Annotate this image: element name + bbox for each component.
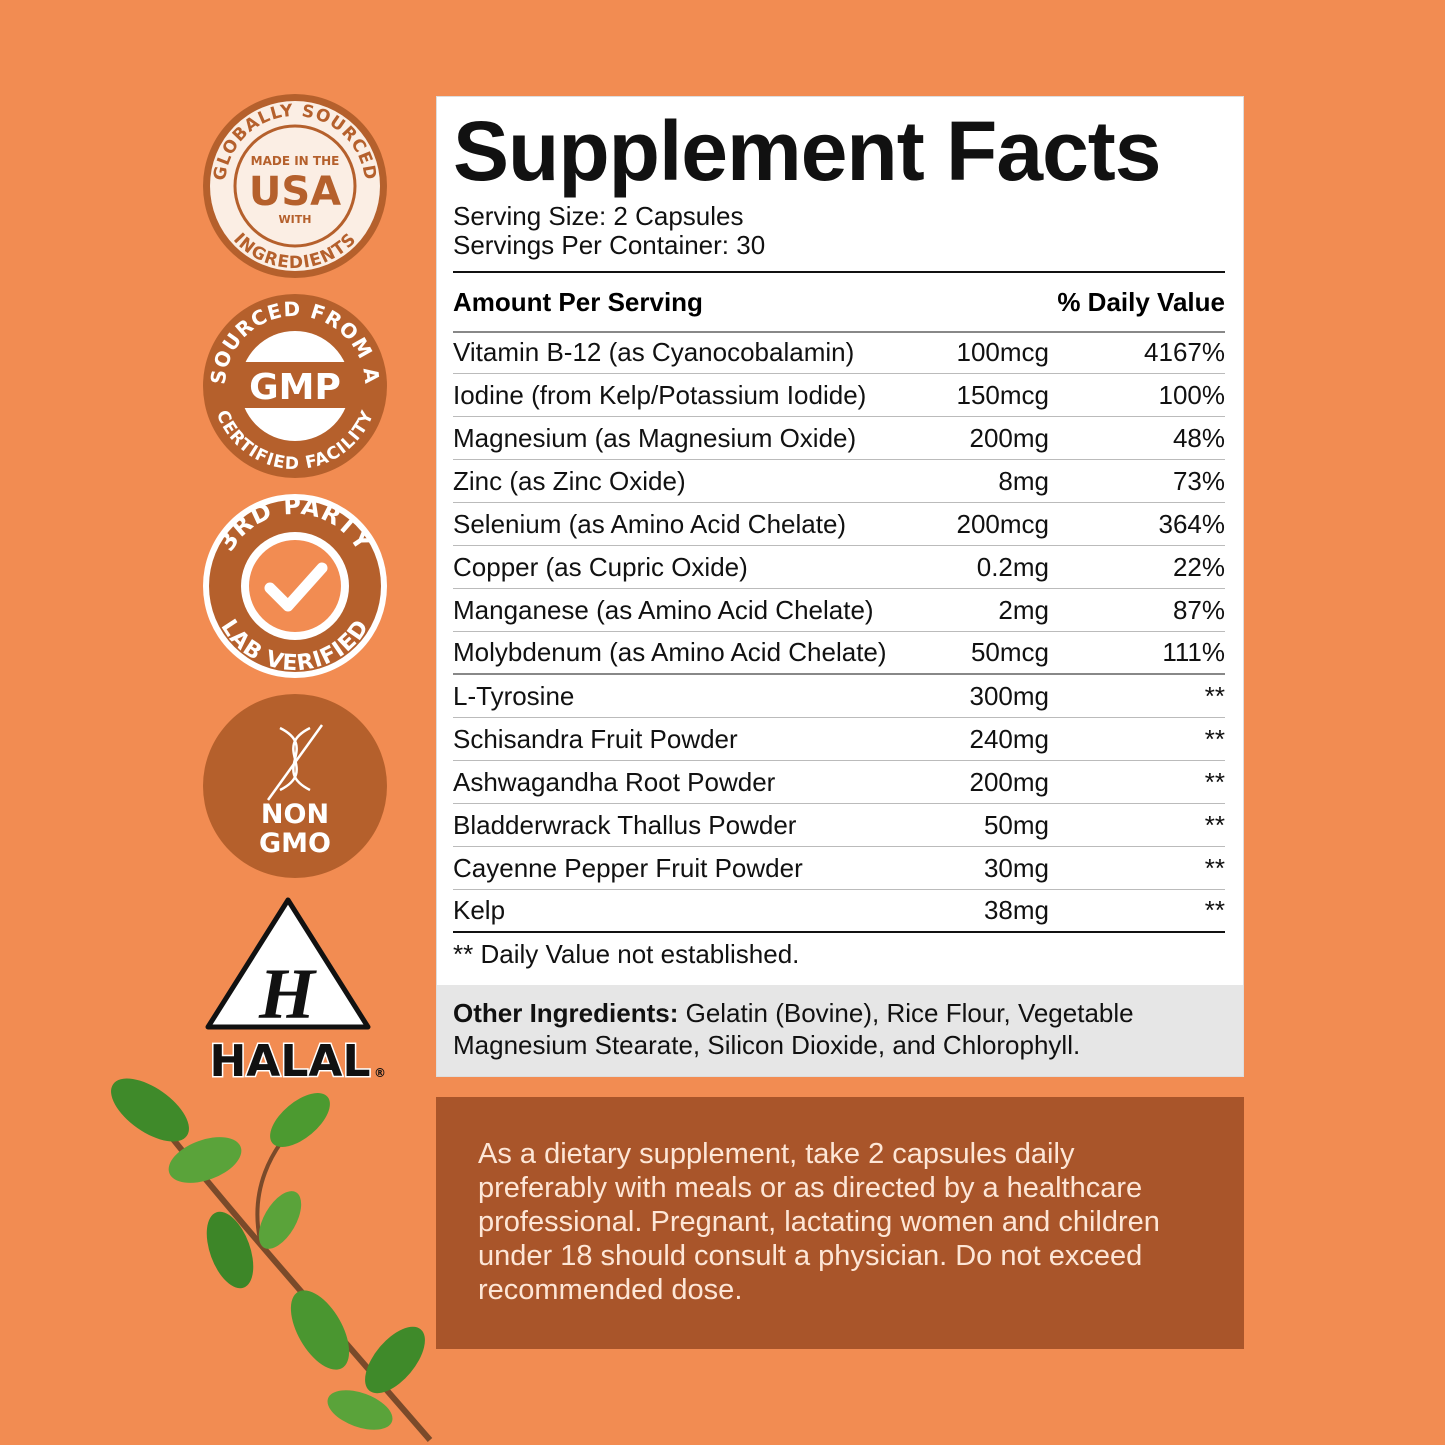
amount: 200mg	[969, 422, 1050, 453]
gmp-badge: SOURCED FROM A CERTIFIED FACILITY GMP	[203, 294, 387, 478]
amount: 240mg	[969, 723, 1050, 754]
directions: As a dietary supplement, take 2 capsules…	[436, 1097, 1244, 1349]
facts-row: Bladderwrack Thallus Powder 50mg **	[453, 804, 1225, 847]
amount: 38mg	[983, 895, 1049, 925]
facts-rows: Vitamin B-12 (as Cyanocobalamin) 100mcg 41…	[453, 331, 1225, 933]
daily-value: 87%	[1172, 594, 1225, 625]
badge-text: H	[258, 954, 317, 1034]
serving-size: Serving Size: 2 Capsules	[453, 201, 744, 231]
nutrient-name: Kelp	[453, 895, 506, 925]
amount: 8mg	[998, 465, 1049, 496]
facts-row: Kelp 38mg **	[453, 890, 1225, 933]
amount-header: Amount Per Serving	[453, 286, 703, 317]
facts-row: Magnesium (as Magnesium Oxide) 200mg 48%	[453, 417, 1225, 460]
amount: 0.2mg	[976, 551, 1049, 582]
amount: 100mcg	[956, 336, 1050, 367]
nutrient-name: Iodine (from Kelp/Potassium Iodide)	[453, 379, 867, 410]
other-ingredients: Other Ingredients: Gelatin (Bovine), Ric…	[437, 985, 1243, 1076]
other-text: Gelatin (Bovine), Rice Flour, Vegetable …	[453, 998, 1134, 1060]
badge-text: MADE IN THE	[251, 154, 340, 168]
amount: 50mcg	[970, 637, 1049, 667]
nutrient-name: Zinc (as Zinc Oxide)	[453, 465, 686, 496]
badge-text: GMO	[259, 828, 331, 859]
other-label: Other Ingredients:	[453, 998, 679, 1028]
facts-row: L-Tyrosine 300mg **	[453, 675, 1225, 718]
nutrient-name: Ashwagandha Root Powder	[453, 766, 776, 797]
daily-value: 364%	[1158, 508, 1226, 539]
daily-value: 48%	[1172, 422, 1225, 453]
nutrient-name: Vitamin B-12 (as Cyanocobalamin)	[453, 336, 855, 367]
nutrient-name: Manganese (as Amino Acid Chelate)	[453, 594, 874, 625]
amount: 2mg	[998, 594, 1049, 625]
badge-text: WITH	[279, 213, 312, 226]
facts-row: Selenium (as Amino Acid Chelate) 200mcg 36…	[453, 503, 1225, 546]
halal-badge: H HALAL ®	[205, 897, 386, 1089]
badge-text: NON	[261, 799, 329, 830]
daily-value: **	[1204, 809, 1225, 840]
facts-row: Cayenne Pepper Fruit Powder 30mg **	[453, 847, 1225, 890]
usa-badge: GLOBALLY SOURCED INGREDIENTS MADE IN THE…	[203, 94, 387, 278]
daily-value: 100%	[1158, 379, 1226, 410]
daily-value: 22%	[1172, 551, 1225, 582]
facts-row: Molybdenum (as Amino Acid Chelate) 50mcg 1…	[453, 632, 1225, 675]
daily-value: 73%	[1172, 465, 1225, 496]
facts-row: Zinc (as Zinc Oxide) 8mg 73%	[453, 460, 1225, 503]
nutrient-name: Copper (as Cupric Oxide)	[453, 551, 748, 582]
nutrient-name: Schisandra Fruit Powder	[453, 723, 738, 754]
daily-value: **	[1204, 680, 1225, 711]
amount: 300mg	[969, 680, 1050, 711]
amount: 30mg	[983, 852, 1049, 883]
daily-value: 4167%	[1144, 336, 1225, 367]
facts-row: Manganese (as Amino Acid Chelate) 2mg 87%	[453, 589, 1225, 632]
leaf-branch	[111, 1078, 433, 1442]
facts-row: Schisandra Fruit Powder 240mg **	[453, 718, 1225, 761]
facts-header: Amount Per Serving % Daily Value	[453, 271, 1225, 333]
amount: 200mcg	[956, 508, 1050, 539]
daily-value: **	[1204, 723, 1225, 754]
facts-row: Ashwagandha Root Powder 200mg **	[453, 761, 1225, 804]
badge-text: HALAL	[209, 1036, 370, 1087]
nutrient-name: Bladderwrack Thallus Powder	[453, 809, 797, 840]
badge-text: ®	[374, 1066, 386, 1080]
nutrient-name: L-Tyrosine	[453, 680, 575, 711]
lab-badge: 3RD PARTY LAB VERIFIED	[203, 492, 387, 678]
servings-per-container: Servings Per Container: 30	[453, 230, 766, 260]
badges: GLOBALLY SOURCED INGREDIENTS MADE IN THE…	[111, 94, 433, 1442]
non-gmo-badge: NON GMO	[203, 694, 387, 878]
daily-value: **	[1204, 895, 1225, 925]
nutrient-name: Molybdenum (as Amino Acid Chelate)	[453, 637, 887, 667]
nutrient-name: Cayenne Pepper Fruit Powder	[453, 852, 803, 883]
dv-header: % Daily Value	[1057, 286, 1225, 317]
facts-title: Supplement Facts	[453, 104, 1161, 198]
facts-row: Copper (as Cupric Oxide) 0.2mg 22%	[453, 546, 1225, 589]
nutrient-name: Magnesium (as Magnesium Oxide)	[453, 422, 857, 453]
footnote: ** Daily Value not established.	[453, 939, 800, 969]
amount: 150mcg	[956, 379, 1050, 410]
daily-value: **	[1204, 766, 1225, 797]
amount: 50mg	[983, 809, 1049, 840]
amount: 200mg	[969, 766, 1050, 797]
nutrient-name: Selenium (as Amino Acid Chelate)	[453, 508, 847, 539]
badge-text: USA	[249, 169, 341, 215]
supplement-facts-panel: Supplement Facts Serving Size: 2 Capsule…	[436, 96, 1244, 1077]
facts-row: Vitamin B-12 (as Cyanocobalamin) 100mcg 41…	[453, 331, 1225, 374]
daily-value: 111%	[1162, 637, 1225, 667]
facts-row: Iodine (from Kelp/Potassium Iodide) 150mc…	[453, 374, 1225, 417]
daily-value: **	[1204, 852, 1225, 883]
badge-text: GMP	[249, 367, 341, 408]
